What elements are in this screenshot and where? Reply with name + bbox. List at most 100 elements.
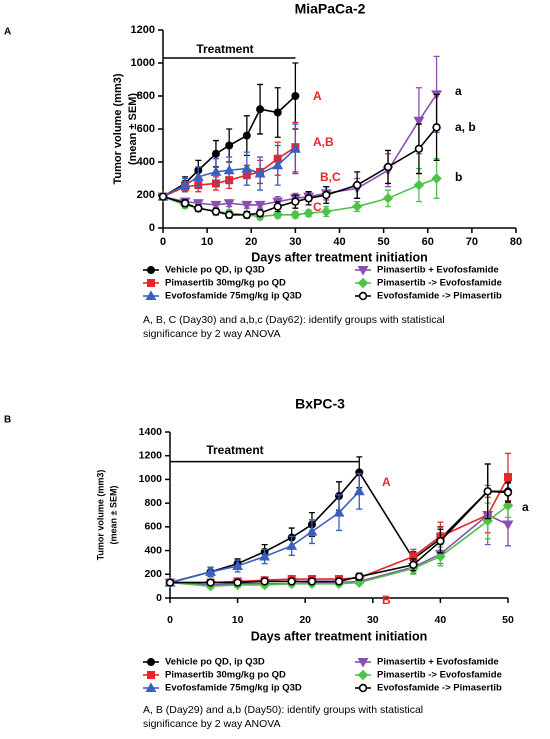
legend-symbol [357,657,369,668]
y-axis-label: (mean ± SEM) [127,93,139,165]
annotation: b [455,170,462,184]
y-tick-label: 800 [137,90,155,102]
x-tick-label: 30 [367,614,379,626]
marker [290,209,301,221]
legend-label: Evofosfamide 75mg/kg ip Q3D [165,683,302,694]
note: A, B, C (Day30) and a,b,c (Day62): ident… [143,314,445,326]
marker [242,210,252,220]
x-tick-label: 0 [167,614,173,626]
series-line [170,490,509,584]
marker [304,194,313,203]
series [158,93,441,220]
legend-label: Evofosfamide -> Pimasertib [377,683,502,694]
legend-item: Pimasertib -> Evofosfamide [355,278,502,289]
annotation: a [522,500,529,514]
marker [289,143,301,153]
treatment-label: Treatment [196,42,253,56]
marker [351,201,363,212]
marker [272,209,283,221]
legend-marker [145,290,157,300]
marker [241,200,253,211]
treatment-label: Treatment [206,443,263,457]
series-line [162,126,438,216]
marker [413,179,425,191]
marker [206,578,215,587]
marker [353,485,365,496]
y-tick-label: 0 [149,222,155,234]
x-tick-label: 60 [422,236,434,248]
legend-item: Pimasertib + Evofosfamide [355,657,499,668]
x-tick-label: 40 [333,236,345,248]
x-tick-label: 20 [299,614,311,626]
marker [291,197,300,206]
marker [211,207,221,216]
marker [287,577,296,586]
legend-symbol [358,291,368,301]
marker [306,525,318,536]
marker [352,180,362,190]
y-tick-label: 600 [137,123,155,135]
x-tick-label: 30 [289,236,301,248]
legend-symbol [147,266,156,275]
marker [192,171,204,181]
legend-marker [357,657,369,668]
marker [413,116,425,127]
marker [165,578,175,587]
marker [291,91,300,100]
note: significance by 2 way ANOVA [143,328,281,340]
marker [383,162,393,172]
marker [241,162,253,173]
marker [179,179,191,190]
marker [502,500,514,511]
series [165,463,513,587]
legend-symbol [357,277,369,289]
x-tick-label: 10 [201,236,213,248]
chart-title: MiaPaCa-2 [295,1,366,17]
legend-marker [147,657,156,666]
x-tick-label: 80 [510,236,522,248]
marker [233,578,242,587]
legend-symbol [147,279,156,288]
marker [232,560,244,570]
annotation: A [382,475,391,489]
marker [333,507,345,517]
marker [211,149,220,158]
marker [414,144,424,154]
note: significance by 2 way ANOVA [143,718,281,730]
marker [254,200,266,211]
chart-title: BxPC-3 [295,396,345,412]
marker [307,577,317,586]
x-tick-label: 20 [245,236,257,248]
marker [256,105,265,114]
legend-label: Pimasertib -> Evofosfamide [377,670,502,681]
legend-item: Evofosfamide -> Pimasertib [355,291,502,302]
marker [242,131,251,140]
marker [409,560,418,569]
marker [322,190,331,200]
marker [260,577,269,586]
marker [225,141,234,150]
legend-marker [357,277,369,289]
x-axis-label: Days after treatment initiation [251,629,427,643]
annotation: C [313,200,322,214]
marker [223,199,235,209]
legend-symbol [147,657,156,666]
marker [210,166,222,176]
marker [224,210,234,220]
marker [502,520,514,531]
legend-marker [147,279,156,288]
marker [272,159,284,170]
marker [431,173,442,184]
legend-label: Evofosfamide -> Pimasertib [377,291,502,302]
annotation: A,B [313,135,334,149]
marker [286,540,298,550]
note: A, B (Day29) and a,b (Day50): identify g… [143,704,423,716]
marker [436,536,445,546]
annotation: B,C [320,170,341,184]
marker [504,473,513,482]
y-axis-label: (mean ± SEM) [108,486,118,545]
legend-marker [357,669,369,681]
y-axis-label: Tumor volume (mm3) [95,470,105,561]
legend-item: Evofosfamide 75mg/kg ip Q3D [143,682,302,694]
